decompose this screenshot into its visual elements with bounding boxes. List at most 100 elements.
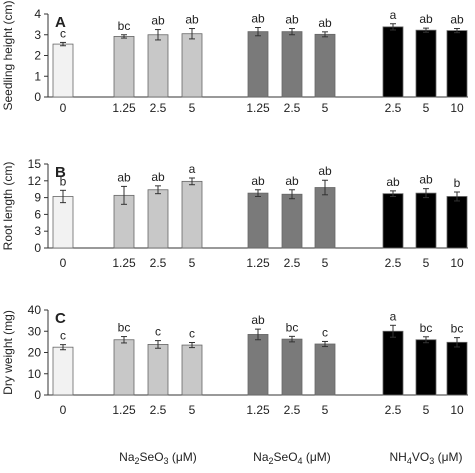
x-group-label-part: NH	[390, 450, 407, 464]
bar	[314, 343, 336, 396]
x-tick-label: 10	[450, 403, 464, 417]
x-group-label-part: 4	[298, 456, 303, 466]
bar	[147, 34, 169, 98]
significance-letter: ab	[251, 313, 265, 327]
y-tick-label: 0	[34, 388, 41, 402]
x-tick-label: 2.5	[284, 101, 301, 115]
bar	[181, 180, 203, 249]
x-tick-label: 5	[189, 256, 196, 270]
bar	[415, 192, 437, 249]
y-tick-label: 0	[34, 90, 41, 104]
significance-letter: ab	[419, 12, 433, 26]
x-tick-label: 5	[423, 403, 430, 417]
panel-b: 0 3 6 9 12 15 Root length (cm) Bb 0 ab 1.25 ab 2.5 a 5…	[1, 157, 468, 270]
significance-letter: c	[322, 325, 328, 339]
x-tick-label: 1.25	[246, 256, 270, 270]
bar	[247, 31, 269, 98]
panel-label: B	[55, 164, 66, 181]
significance-letter: c	[189, 327, 195, 341]
y-tick-label: 2	[34, 49, 41, 63]
x-tick-label: 2.5	[385, 403, 402, 417]
y-tick-label: 12	[28, 174, 42, 188]
bar	[147, 344, 169, 396]
bar	[52, 43, 74, 98]
x-group-label-part: SeO	[140, 450, 164, 464]
x-tick-label: 5	[423, 256, 430, 270]
bar	[382, 193, 404, 249]
x-tick-label: 5	[322, 101, 329, 115]
y-axis-label: Dry weight (mg)	[1, 310, 15, 395]
y-tick-label: 3	[34, 224, 41, 238]
significance-letter: c	[155, 325, 161, 339]
x-group-label: Na2SeO3 (μM)	[119, 450, 197, 466]
bar	[147, 189, 169, 249]
y-tick-label: 9	[34, 191, 41, 205]
x-tick-label: 2.5	[150, 101, 167, 115]
y-tick-label: 0	[34, 241, 41, 255]
x-group-label-part: Na	[253, 450, 269, 464]
x-tick-label: 10	[450, 256, 464, 270]
bar	[446, 341, 468, 396]
significance-letter: a	[390, 8, 397, 22]
x-tick-label: 0	[60, 256, 67, 270]
significance-letter: ab	[285, 174, 299, 188]
x-group-label: NH4VO3 (μM)	[390, 450, 463, 466]
x-group-label-part: 2	[135, 456, 140, 466]
x-tick-label: 10	[450, 101, 464, 115]
x-tick-label: 2.5	[385, 256, 402, 270]
y-tick-label: 10	[28, 367, 42, 381]
x-tick-label: 1.25	[246, 101, 270, 115]
x-tick-label: 1.25	[246, 403, 270, 417]
x-tick-label: 2.5	[385, 101, 402, 115]
significance-letter: a	[189, 162, 196, 176]
x-tick-label: 0	[60, 101, 67, 115]
x-group-label-part: 2	[269, 456, 274, 466]
x-tick-label: 1.25	[112, 256, 136, 270]
significance-letter: bc	[286, 320, 299, 334]
x-group-label-part: SeO	[274, 450, 298, 464]
x-tick-label: 2.5	[150, 256, 167, 270]
significance-letter: ab	[419, 173, 433, 187]
x-tick-label: 1.25	[112, 101, 136, 115]
significance-letter: ab	[117, 170, 131, 184]
y-axis-label: Root length (cm)	[1, 162, 15, 251]
bar	[314, 33, 336, 98]
significance-letter: c	[60, 26, 66, 40]
y-tick-label: 40	[28, 303, 42, 317]
significance-letter: a	[390, 309, 397, 323]
significance-letter: ab	[318, 164, 332, 178]
bar	[52, 346, 74, 396]
y-tick-label: 20	[28, 346, 42, 360]
significance-letter: bc	[420, 321, 433, 335]
x-group-label-part: VO	[412, 450, 429, 464]
y-axis-label: Seedling height (cm)	[1, 0, 15, 110]
panel-label: A	[55, 14, 66, 31]
bar	[247, 334, 269, 396]
x-group-label-part: (μM)	[169, 450, 197, 464]
bar	[281, 31, 303, 98]
x-tick-label: 1.25	[112, 403, 136, 417]
bar	[415, 339, 437, 396]
significance-letter: ab	[285, 13, 299, 27]
significance-letter: c	[60, 329, 66, 343]
panel-a: 0 1 2 3 4 Seedling height (cm) Ac 0 bc 1.25 ab 2.5 a…	[1, 0, 468, 115]
y-tick-label: 6	[34, 207, 41, 221]
panel-c: 0 10 20 30 40 Dry weight (mg) Cc 0 bc 1.25 c 2.5 c 5 a…	[1, 303, 468, 417]
bar	[52, 196, 74, 249]
bar	[314, 187, 336, 249]
significance-letter: bc	[451, 322, 464, 336]
bar	[281, 193, 303, 249]
bar	[247, 192, 269, 249]
significance-letter: ab	[386, 175, 400, 189]
significance-letter: ab	[450, 13, 464, 27]
x-tick-label: 5	[189, 403, 196, 417]
bar	[382, 330, 404, 396]
x-group-label-part: 3	[429, 456, 434, 466]
y-tick-label: 1	[34, 69, 41, 83]
x-tick-label: 2.5	[284, 403, 301, 417]
x-group-label-part: 4	[407, 456, 412, 466]
x-group-label-part: (μM)	[434, 450, 462, 464]
significance-letter: ab	[251, 11, 265, 25]
x-group-label-part: 3	[164, 456, 169, 466]
